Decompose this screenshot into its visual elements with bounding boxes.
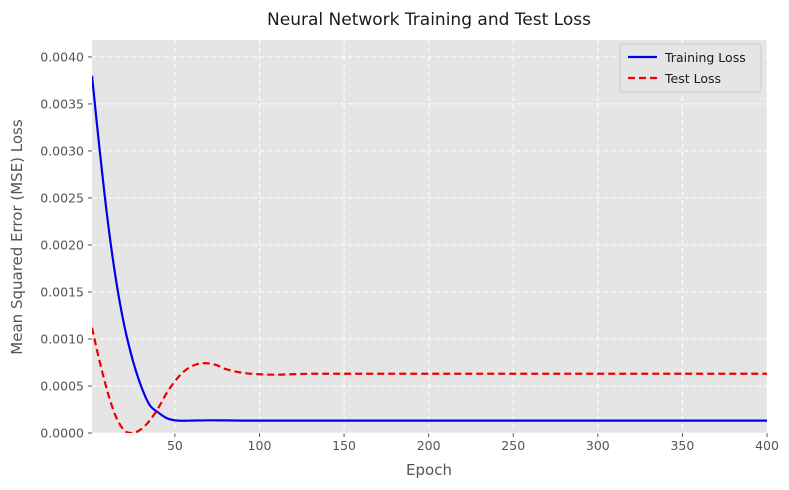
x-tick-label: 50 [167,438,183,453]
test-loss-line [92,327,767,433]
y-tick-labels: 0.0000 0.0005 0.0010 0.0015 0.0020 0.0025 0.00… [40,49,84,440]
y-tick-label: 0.0035 [40,96,84,111]
y-tick-label: 0.0030 [40,143,84,158]
y-tick-label: 0.0000 [40,426,84,441]
x-tick-label: 250 [501,438,525,453]
y-tick-label: 0.0015 [40,284,84,299]
y-tick-label: 0.0005 [40,378,84,393]
x-tick-labels: 50 100 150 200 250 300 350 400 [167,438,779,453]
x-tick-label: 400 [755,438,779,453]
legend: Training Loss Test Loss [619,43,762,93]
plot-area [92,40,767,433]
x-tick-label: 200 [417,438,441,453]
x-tick-label: 150 [332,438,356,453]
y-tick-label: 0.0025 [40,190,84,205]
chart-title: Neural Network Training and Test Loss [267,10,591,30]
legend-training-label: Training Loss [664,50,746,65]
training-loss-line [92,75,767,422]
x-tick-label: 100 [248,438,272,453]
y-axis-label: Mean Squared Error (MSE) Loss [8,119,26,355]
legend-test-label: Test Loss [664,71,721,86]
y-tick-label: 0.0020 [40,237,84,252]
y-tick-label: 0.0010 [40,331,84,346]
y-tick-label: 0.0040 [40,49,84,64]
series-group [92,75,767,433]
grid-lines [88,40,768,437]
x-axis-label: Epoch [406,461,452,479]
x-tick-label: 350 [670,438,694,453]
x-tick-label: 300 [586,438,610,453]
